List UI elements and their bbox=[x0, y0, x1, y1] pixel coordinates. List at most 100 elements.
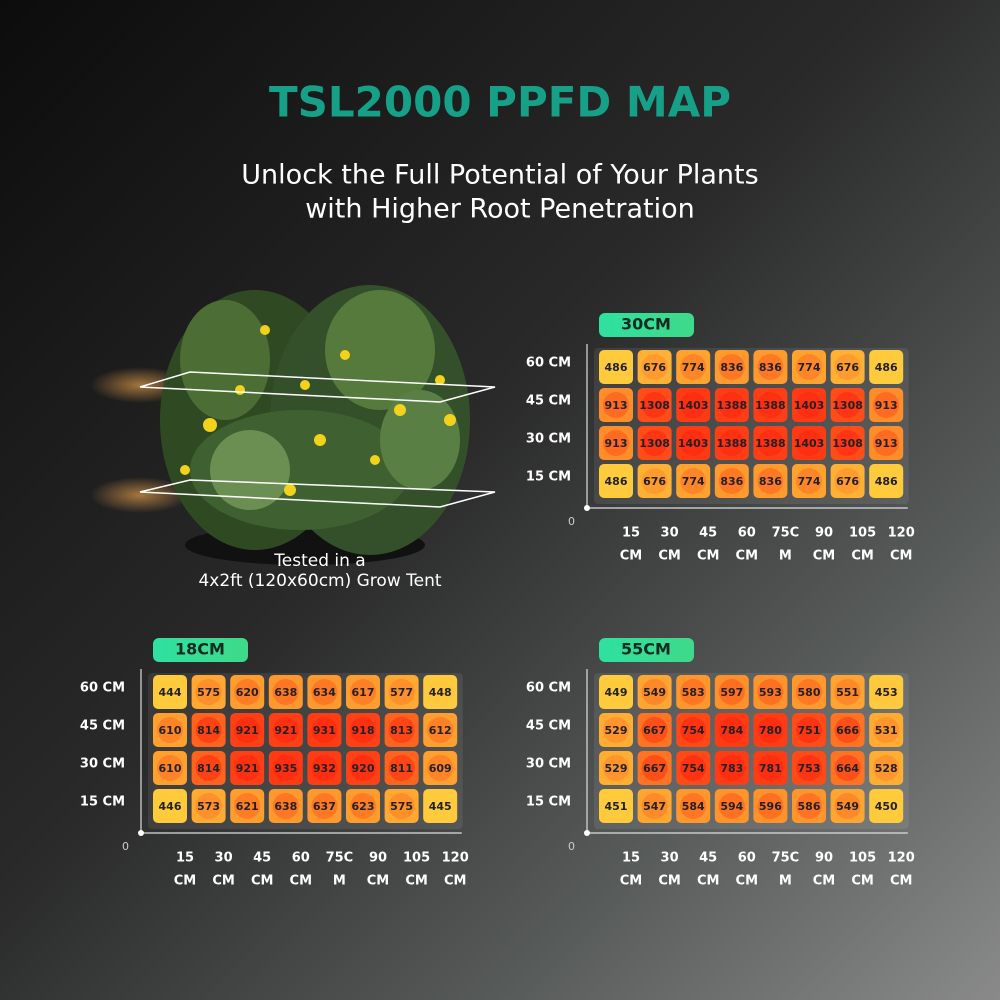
heat-core bbox=[272, 679, 299, 705]
cell-value: 667 bbox=[643, 724, 666, 737]
heat-cell bbox=[714, 789, 749, 823]
ppfd-map: 18CM 0 60 CM 45 CM 30 CM 15 CM 15 CM 30 CM 45 CM 60 C… bbox=[80, 638, 469, 889]
x-label: CM bbox=[405, 874, 427, 889]
heat-core bbox=[680, 755, 707, 781]
heat-cell bbox=[423, 713, 458, 747]
cell-value: 754 bbox=[682, 724, 705, 737]
heat-cell bbox=[676, 464, 711, 498]
cell-value: 1403 bbox=[794, 437, 825, 450]
cell-value: 1308 bbox=[832, 437, 863, 450]
cell-value: 597 bbox=[720, 686, 743, 699]
heat-cell bbox=[384, 789, 419, 823]
x-label: 90 bbox=[369, 851, 387, 866]
heat-cell bbox=[714, 350, 749, 384]
y-label: 30 CM bbox=[526, 432, 571, 447]
cell-value: 814 bbox=[197, 724, 220, 737]
cell-value: 486 bbox=[875, 361, 898, 374]
map-label: 18CM bbox=[175, 640, 225, 659]
x-label: 105 bbox=[849, 526, 876, 541]
cell-value: 836 bbox=[759, 361, 782, 374]
map-label: 30CM bbox=[621, 315, 671, 334]
x-label: CM bbox=[813, 549, 835, 564]
cell-value: 781 bbox=[759, 762, 782, 775]
cell-value: 449 bbox=[605, 686, 628, 699]
heat-core bbox=[834, 392, 861, 418]
heat-cell bbox=[599, 350, 633, 384]
y-label: 60 CM bbox=[526, 681, 571, 696]
x-label: 45 bbox=[699, 851, 717, 866]
x-label: CM bbox=[890, 549, 912, 564]
cell-value: 446 bbox=[159, 800, 182, 813]
cell-value: 836 bbox=[759, 475, 782, 488]
cell-value: 620 bbox=[236, 686, 259, 699]
x-label: 60 bbox=[738, 851, 756, 866]
origin-label: 0 bbox=[568, 515, 575, 528]
cell-value: 549 bbox=[836, 800, 859, 813]
heat-core bbox=[680, 354, 707, 380]
map-label-pill bbox=[599, 313, 694, 337]
cell-value: 580 bbox=[798, 686, 821, 699]
heat-cell bbox=[599, 751, 633, 785]
cell-value: 753 bbox=[798, 762, 821, 775]
cell-value: 638 bbox=[274, 686, 297, 699]
cell-value: 486 bbox=[605, 361, 628, 374]
heat-core bbox=[757, 392, 784, 418]
x-label: CM bbox=[736, 874, 758, 889]
y-label: 60 CM bbox=[526, 356, 571, 371]
cell-value: 450 bbox=[875, 800, 898, 813]
heat-cell bbox=[191, 675, 226, 709]
heat-core bbox=[195, 717, 222, 743]
heat-core bbox=[234, 717, 261, 743]
heat-core bbox=[834, 430, 861, 456]
heat-core bbox=[350, 679, 376, 705]
heat-core bbox=[873, 430, 900, 456]
cell-value: 1403 bbox=[794, 399, 825, 412]
cell-value: 623 bbox=[352, 800, 375, 813]
cell-value: 920 bbox=[352, 762, 375, 775]
heat-cell bbox=[714, 464, 749, 498]
cell-value: 528 bbox=[875, 762, 898, 775]
x-label: CM bbox=[697, 549, 719, 564]
cell-value: 1403 bbox=[678, 437, 709, 450]
heat-core bbox=[388, 679, 415, 705]
x-label: 120 bbox=[888, 526, 915, 541]
cell-value: 451 bbox=[605, 800, 628, 813]
map-label-pill bbox=[153, 638, 248, 662]
cell-value: 913 bbox=[605, 437, 628, 450]
heat-core bbox=[718, 679, 745, 705]
heat-cell bbox=[714, 675, 749, 709]
heat-cell bbox=[637, 675, 672, 709]
y-label: 45 CM bbox=[526, 394, 571, 409]
grid-frame bbox=[594, 348, 909, 504]
y-label: 30 CM bbox=[80, 757, 125, 772]
x-label: 60 bbox=[292, 851, 310, 866]
heat-core bbox=[641, 717, 668, 743]
cell-value: 444 bbox=[159, 686, 182, 699]
cell-value: 783 bbox=[720, 762, 743, 775]
cell-value: 774 bbox=[798, 475, 821, 488]
x-label: CM bbox=[290, 874, 312, 889]
y-label: 15 CM bbox=[526, 470, 571, 485]
plant-illustration bbox=[90, 285, 496, 565]
subtitle: Unlock the Full Potential of Your Plants bbox=[241, 160, 758, 191]
heat-core bbox=[796, 430, 822, 456]
heat-core bbox=[311, 793, 338, 819]
cell-value: 836 bbox=[720, 475, 743, 488]
heat-cell bbox=[869, 789, 904, 823]
heat-cell bbox=[307, 789, 342, 823]
cell-value: 780 bbox=[759, 724, 782, 737]
heat-core bbox=[388, 793, 415, 819]
cell-value: 529 bbox=[605, 762, 628, 775]
x-label: 105 bbox=[403, 851, 430, 866]
heat-cell bbox=[153, 789, 187, 823]
cell-value: 586 bbox=[798, 800, 821, 813]
heat-core bbox=[311, 717, 338, 743]
heat-core bbox=[234, 679, 261, 705]
heat-cell bbox=[753, 350, 788, 384]
heat-core bbox=[195, 755, 222, 781]
heat-core bbox=[680, 468, 707, 494]
heat-core bbox=[873, 755, 900, 781]
heat-cell bbox=[268, 675, 303, 709]
